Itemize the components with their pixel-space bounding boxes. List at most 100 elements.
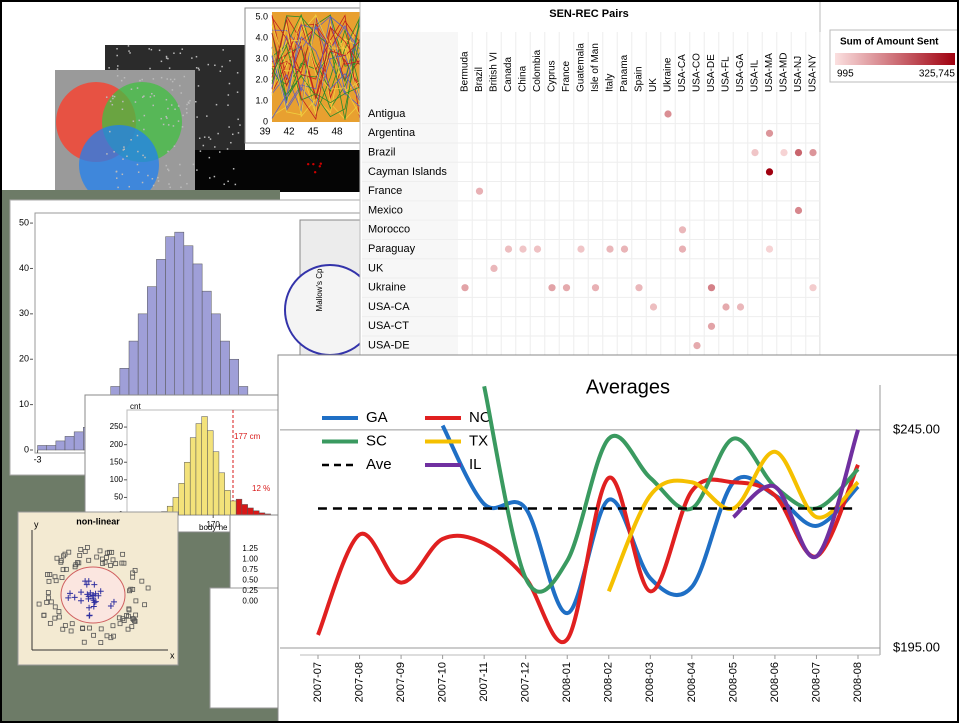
noise-dot <box>171 89 174 91</box>
dot <box>765 168 774 176</box>
row-label: France <box>368 185 402 197</box>
noise-dot <box>209 177 211 179</box>
bar <box>230 500 237 516</box>
square-point <box>132 619 138 624</box>
red-spot <box>313 171 317 174</box>
square-point <box>68 628 74 634</box>
series-line <box>606 449 860 593</box>
plus-point <box>91 599 98 606</box>
y-tick-label: 50 <box>19 217 29 227</box>
noise-dot <box>105 96 108 98</box>
noise-dot <box>169 186 171 189</box>
row-label: Brazil <box>368 147 396 159</box>
x-tick-label: 2008-02 <box>603 662 615 702</box>
noise-dot <box>192 163 195 166</box>
noise-dot <box>195 100 197 103</box>
column-label: USA-FL <box>721 56 732 92</box>
square-point <box>100 561 106 566</box>
dot <box>780 149 788 157</box>
square-point <box>44 599 50 605</box>
noise-dot <box>199 150 202 152</box>
bar <box>55 440 66 451</box>
x-tick-label: 2007-12 <box>520 662 532 702</box>
noise-dot <box>221 65 223 68</box>
square-point <box>97 548 103 554</box>
column-label: UK <box>648 78 659 92</box>
plus-point <box>97 588 104 595</box>
dot <box>794 149 803 157</box>
noise-dot <box>208 156 211 159</box>
noise-dot <box>126 155 128 158</box>
noise-dot <box>157 180 160 182</box>
noise-dot <box>180 186 182 189</box>
noise-dot <box>148 48 150 50</box>
spaghetti-line <box>271 15 360 109</box>
noise-dot <box>136 163 139 166</box>
noise-dot <box>158 49 161 52</box>
y-tick-label: 150 <box>110 457 124 466</box>
noise-dot <box>152 78 155 80</box>
spaghetti-line <box>271 24 360 100</box>
square-point <box>77 553 83 558</box>
dot <box>519 245 527 253</box>
noise-dot <box>111 103 114 106</box>
noise-dot <box>198 69 200 71</box>
square-point <box>52 604 58 610</box>
legend-label: GA <box>366 409 388 426</box>
noise-dot <box>115 177 118 179</box>
square-point <box>110 623 116 629</box>
noise-dot <box>177 105 180 107</box>
noise-dot <box>179 52 182 55</box>
noise-dot <box>234 183 237 186</box>
dot <box>577 245 585 253</box>
scatter-title: non-linear <box>76 516 120 526</box>
noise-dot <box>122 100 124 103</box>
dot <box>809 149 817 157</box>
tick-label: 1.0 <box>255 95 268 105</box>
column-label: Italy <box>605 74 616 92</box>
noise-dot <box>106 153 108 155</box>
dot <box>794 206 803 215</box>
column-label: Cyprus <box>547 60 558 92</box>
column-label: USA-NY <box>808 54 819 92</box>
square-point <box>108 562 113 568</box>
noise-dot <box>179 163 181 166</box>
spaghetti-line <box>271 15 360 120</box>
square-point <box>47 572 53 577</box>
square-point <box>78 546 84 552</box>
square-point <box>45 572 50 577</box>
square-point <box>142 602 148 608</box>
noise-dot <box>129 52 131 54</box>
noise-dot <box>232 168 235 170</box>
square-point <box>104 550 110 556</box>
tick-label: 39 <box>259 127 271 138</box>
colorbar <box>835 53 955 65</box>
noise-dot <box>130 139 132 141</box>
noise-dot <box>113 151 115 153</box>
noise-dot <box>166 78 169 80</box>
noise-dot <box>180 92 182 94</box>
square-point <box>36 601 42 607</box>
noise-dot <box>206 115 208 117</box>
noise-dot <box>208 136 210 139</box>
spaghetti-line <box>271 17 360 80</box>
noise-dot <box>168 183 170 185</box>
legend-label: TX <box>469 432 488 449</box>
x-tick-label: 2007-07 <box>312 662 324 702</box>
bar <box>201 416 208 516</box>
noise-dot <box>195 67 198 69</box>
small-panels: 1.25 1.000.75 0.500.25 0.00 <box>209 514 283 709</box>
noise-dot <box>170 104 173 106</box>
noise-dot <box>127 45 130 47</box>
legend-label: NC <box>469 409 491 426</box>
noise-dot <box>182 114 184 117</box>
square-point <box>120 616 126 622</box>
tick-label: 0.75 <box>242 565 258 574</box>
noise-dot <box>167 124 170 126</box>
square-point <box>129 624 135 630</box>
tick-label: 3.0 <box>255 53 268 63</box>
noise-dot <box>167 57 169 60</box>
x-tick-label: 2008-05 <box>727 662 739 702</box>
noise-dot <box>214 146 216 148</box>
